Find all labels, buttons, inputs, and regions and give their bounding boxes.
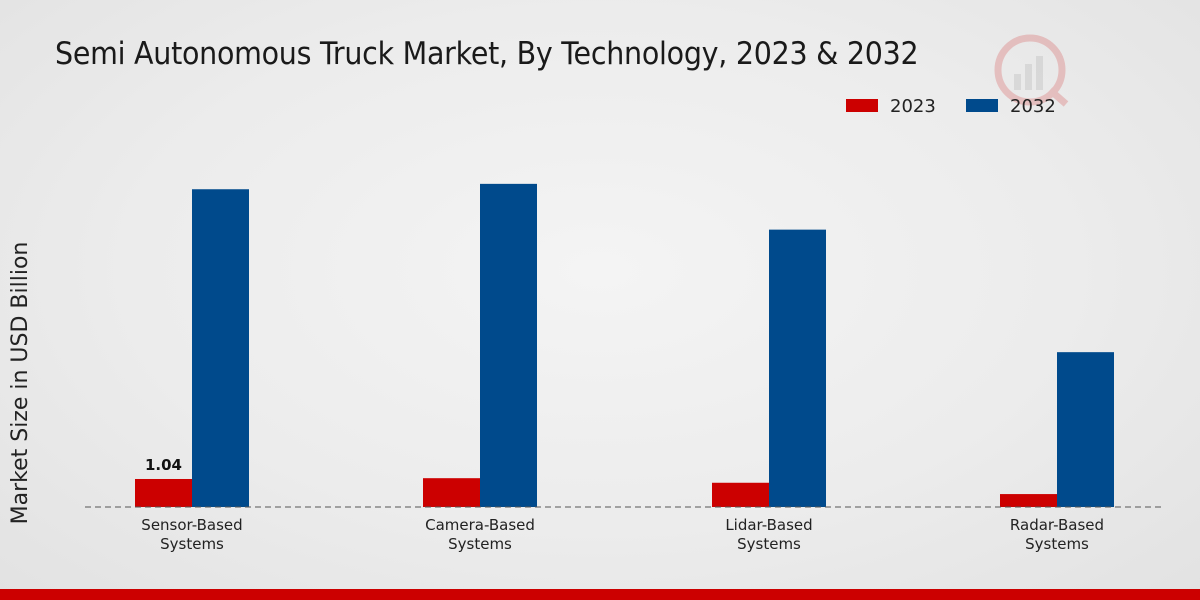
bar-2032-2: [769, 229, 826, 507]
x-tick-labels: Sensor-BasedSystemsCamera-BasedSystemsLi…: [141, 516, 1104, 553]
x-tick-label-3-1: Systems: [1025, 535, 1089, 553]
bottom-accent-bar: [0, 589, 1200, 600]
x-tick-label-2-1: Systems: [737, 535, 801, 553]
bar-2032-3: [1057, 352, 1114, 507]
x-tick-label-0-1: Systems: [160, 535, 224, 553]
chart-title: Semi Autonomous Truck Market, By Technol…: [55, 36, 919, 72]
data-label-0: 1.04: [145, 456, 182, 474]
bar-2023-3: [1000, 494, 1057, 507]
x-tick-label-2-0: Lidar-Based: [725, 516, 812, 534]
legend-label-2023: 2023: [890, 96, 936, 117]
legend-swatch-2032: [966, 99, 998, 112]
x-tick-label-3-0: Radar-Based: [1010, 516, 1104, 534]
legend-swatch-2023: [846, 99, 878, 112]
x-tick-label-0-0: Sensor-Based: [141, 516, 242, 534]
x-tick-label-1-1: Systems: [448, 535, 512, 553]
x-tick-label-1-0: Camera-Based: [425, 516, 535, 534]
data-labels: 1.04: [145, 456, 182, 474]
bar-2032-1: [480, 183, 537, 507]
bar-2023-1: [423, 478, 480, 507]
bar-2032-0: [192, 189, 249, 507]
legend: 2023 2032: [846, 96, 1056, 117]
bar-2023-0: [135, 478, 192, 507]
bars-group: [135, 183, 1114, 507]
y-axis-label: Market Size in USD Billion: [8, 242, 33, 525]
legend-label-2032: 2032: [1010, 96, 1056, 117]
brand-logo-icon: [994, 34, 1069, 107]
bar-2023-2: [712, 482, 769, 507]
